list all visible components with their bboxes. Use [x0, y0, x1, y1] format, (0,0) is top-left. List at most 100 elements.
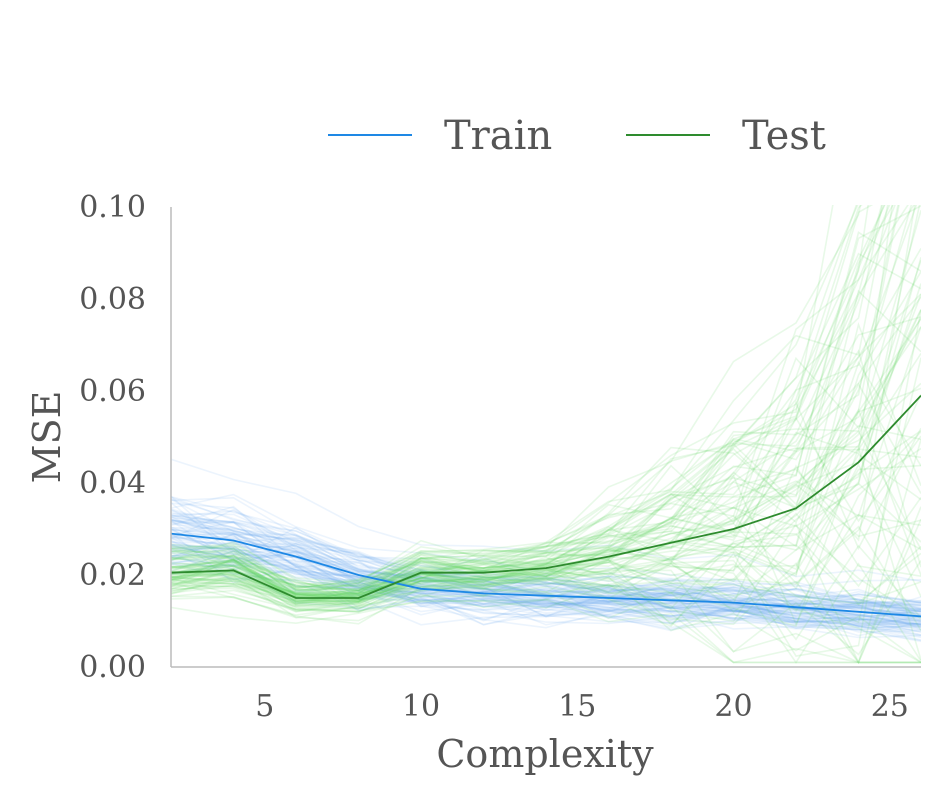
ensemble-line	[171, 448, 921, 598]
ensemble-line	[171, 205, 862, 588]
ensemble-line	[171, 564, 921, 642]
ensemble-line	[171, 561, 921, 639]
ensemble-line	[171, 293, 921, 601]
ensemble-line	[171, 387, 921, 596]
ensemble-line	[171, 205, 894, 594]
ensemble-line	[171, 309, 921, 657]
ensemble-line	[171, 425, 921, 600]
y-tick-label: 0.10	[79, 190, 146, 225]
ensemble-line	[171, 257, 921, 596]
ensemble-line	[171, 518, 921, 622]
ensemble-line	[171, 518, 921, 606]
series-line-test	[171, 394, 921, 599]
ensemble-line	[171, 205, 834, 587]
ensemble-line	[171, 514, 921, 611]
ensemble-line	[171, 521, 921, 626]
ensemble-line	[171, 309, 921, 606]
ensemble-line	[171, 539, 921, 620]
ensemble-line	[171, 205, 884, 597]
ensemble-line	[171, 550, 921, 629]
ensemble-line	[171, 205, 874, 592]
y-axis-title: MSE	[25, 391, 69, 484]
ensemble-line	[171, 321, 921, 605]
ensemble-line	[171, 540, 921, 637]
ensemble-line	[171, 535, 921, 617]
ensemble-line	[171, 210, 921, 588]
ensemble-line	[171, 393, 921, 601]
ensemble-line	[171, 205, 900, 599]
ensemble-line	[171, 517, 921, 607]
ensemble-line	[171, 205, 909, 590]
ensemble-line	[171, 551, 921, 620]
ensemble-line	[171, 563, 921, 629]
x-tick-labels: 5 10 15 20 25	[255, 689, 909, 724]
x-axis-title: Complexity	[436, 732, 654, 776]
ensemble-line	[171, 496, 921, 609]
ensemble-line	[171, 498, 921, 604]
ensemble-line	[171, 231, 921, 595]
ensemble-line	[171, 546, 921, 630]
ensemble-line	[171, 529, 921, 620]
ensemble-line	[171, 205, 869, 584]
ensemble-line	[171, 260, 921, 595]
ensemble-line	[171, 529, 921, 604]
ensemble-line	[171, 560, 921, 626]
ensemble-line	[171, 360, 921, 603]
ensemble-line	[171, 533, 921, 628]
ensemble-line	[171, 545, 921, 613]
ensemble-line	[171, 498, 921, 612]
ensemble-line	[171, 493, 921, 588]
ensemble-line	[171, 562, 921, 631]
ensemble-line	[171, 205, 858, 590]
ensemble-line	[171, 289, 921, 605]
ensemble-line	[171, 445, 921, 661]
ensemble-line	[171, 483, 921, 603]
ensemble-line	[171, 540, 921, 613]
ensemble-line	[171, 532, 921, 628]
x-tick-label: 20	[714, 689, 752, 724]
ensemble-line	[171, 205, 899, 603]
ensemble-line	[171, 464, 921, 607]
ensemble-line	[171, 536, 921, 623]
ensemble-line	[171, 293, 921, 592]
ensemble-line	[171, 547, 921, 621]
ensemble-line	[171, 205, 915, 589]
ensemble-line	[171, 205, 891, 602]
series-line-train	[171, 532, 921, 618]
ensemble-line	[171, 528, 921, 626]
ensemble-line	[171, 513, 921, 604]
ensemble-line	[171, 509, 921, 631]
ensemble-line	[171, 526, 921, 615]
ensemble-line	[171, 544, 921, 636]
ensemble-line	[171, 562, 921, 664]
ensemble-line	[171, 514, 921, 631]
ensemble-line	[171, 538, 921, 626]
ensemble-line	[171, 205, 921, 597]
ensemble-line	[171, 546, 921, 625]
ensemble-line	[171, 553, 921, 632]
ensemble-line	[171, 326, 921, 602]
ensemble-line	[171, 496, 921, 606]
ensemble-line	[171, 576, 921, 664]
ensemble-line	[171, 514, 921, 618]
legend-label-train: Train	[444, 113, 552, 159]
ensemble-line	[171, 536, 921, 617]
y-tick-label: 0.02	[79, 558, 146, 593]
ensemble-line	[171, 309, 921, 606]
ensemble-line	[171, 540, 921, 634]
ensemble-line	[171, 439, 921, 665]
ensemble-line	[171, 524, 921, 620]
ensemble-line	[171, 528, 921, 626]
ensemble-line	[171, 544, 921, 629]
ensemble-line	[171, 551, 921, 626]
ensemble-line	[171, 526, 921, 618]
ensemble-line	[171, 447, 921, 602]
x-tick-label: 15	[558, 689, 596, 724]
ensemble-line	[171, 519, 921, 618]
ensemble-line	[171, 252, 921, 591]
ensemble-line	[171, 562, 921, 664]
ensemble-line	[171, 516, 921, 612]
ensemble-line	[171, 541, 921, 626]
x-tick-label: 25	[871, 689, 909, 724]
ensemble-line	[171, 316, 921, 593]
